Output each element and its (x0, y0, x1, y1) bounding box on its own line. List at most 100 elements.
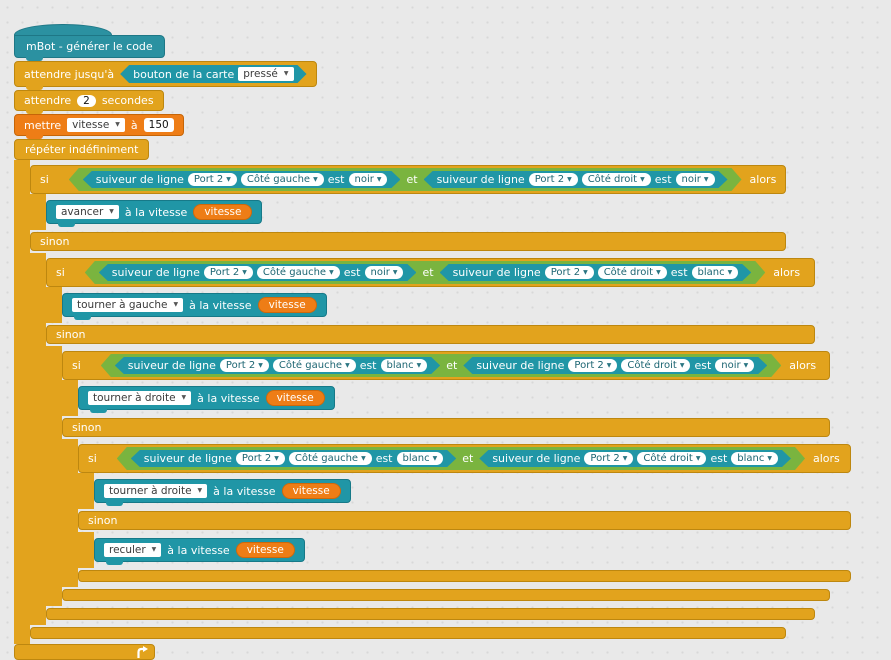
color-dropdown[interactable]: noir ▼ (676, 173, 715, 186)
dropdown-caret-icon: ▼ (283, 70, 289, 77)
color-dropdown[interactable]: noir ▼ (365, 266, 404, 279)
port-dropdown[interactable]: Port 2 ▼ (204, 266, 253, 279)
direction-value: tourner à droite (93, 392, 176, 404)
port-dropdown[interactable]: Port 2 ▼ (188, 173, 237, 186)
else-bar[interactable]: sinon (62, 418, 830, 437)
motion-block[interactable]: tourner à gauche ▼ à la vitesse vitesse (62, 293, 327, 320)
button-state-dropdown[interactable]: pressé ▼ (238, 67, 293, 81)
side-dropdown[interactable]: Côté gauche ▼ (257, 266, 340, 279)
direction-dropdown[interactable]: tourner à droite ▼ (104, 484, 208, 498)
color-value: noir (354, 174, 374, 185)
sensor-label: suiveur de ligne (95, 173, 184, 186)
color-dropdown[interactable]: noir ▼ (715, 359, 754, 372)
line-follower-right[interactable]: suiveur de ligne Port 2 ▼ Côté droit ▼ est… (463, 357, 767, 374)
if-block-4[interactable]: si suiveur de ligne Port 2 ▼ Côté gauche ▼… (78, 444, 851, 582)
if-block-1[interactable]: si suiveur de ligne Port 2 ▼ Côté gauche ▼… (30, 165, 851, 639)
speed-variable[interactable]: vitesse (281, 483, 341, 499)
port-value: Port 2 (209, 267, 240, 278)
side-dropdown[interactable]: Côté gauche ▼ (289, 452, 372, 465)
if-block-2[interactable]: si suiveur de ligne Port 2 ▼ Côté gauche ▼… (46, 258, 851, 620)
and-operator[interactable]: suiveur de ligne Port 2 ▼ Côté gauche ▼ es… (69, 168, 742, 191)
line-follower-left[interactable]: suiveur de ligne Port 2 ▼ Côté gauche ▼ es… (83, 171, 401, 188)
color-value: noir (370, 267, 390, 278)
port-dropdown[interactable]: Port 2 ▼ (220, 359, 269, 372)
side-dropdown[interactable]: Côté droit ▼ (598, 266, 667, 279)
dropdown-caret-icon: ▼ (376, 175, 382, 183)
direction-dropdown[interactable]: avancer ▼ (56, 205, 119, 219)
else-bar[interactable]: sinon (46, 325, 815, 344)
forever-block[interactable]: répéter indéfiniment si suiveur de ligne… (14, 139, 851, 660)
if-header-3[interactable]: si suiveur de ligne Port 2 ▼ Côté gauche ▼… (62, 351, 830, 380)
side-dropdown[interactable]: Côté gauche ▼ (241, 173, 324, 186)
side-dropdown[interactable]: Côté droit ▼ (637, 452, 706, 465)
motion-block[interactable]: reculer ▼ à la vitesse vitesse (94, 538, 305, 565)
motion-block[interactable]: tourner à droite ▼ à la vitesse vitesse (78, 386, 335, 413)
and-operator[interactable]: suiveur de ligne Port 2 ▼ Côté gauche ▼ es… (101, 354, 781, 377)
speed-variable[interactable]: vitesse (235, 542, 295, 558)
set-to-label: à (130, 118, 138, 132)
line-follower-right[interactable]: suiveur de ligne Port 2 ▼ Côté droit ▼ est… (479, 450, 791, 467)
set-variable-block[interactable]: mettre vitesse ▼ à 150 (14, 114, 184, 139)
if-header-1[interactable]: si suiveur de ligne Port 2 ▼ Côté gauche ▼… (30, 165, 787, 194)
speed-variable[interactable]: vitesse (257, 297, 317, 313)
color-dropdown[interactable]: blanc ▼ (692, 266, 739, 279)
if-header-2[interactable]: si suiveur de ligne Port 2 ▼ Côté gauche ▼… (46, 258, 815, 287)
port-dropdown[interactable]: Port 2 ▼ (529, 173, 578, 186)
line-follower-right[interactable]: suiveur de ligne Port 2 ▼ Côté droit ▼ est… (440, 264, 752, 281)
motion-block[interactable]: tourner à droite ▼ à la vitesse vitesse (94, 479, 351, 506)
hat-block[interactable]: mBot - générer le code (14, 35, 165, 61)
side-dropdown[interactable]: Côté gauche ▼ (273, 359, 356, 372)
color-dropdown[interactable]: blanc ▼ (731, 452, 778, 465)
speed-variable[interactable]: vitesse (193, 204, 253, 220)
direction-dropdown[interactable]: tourner à droite ▼ (88, 391, 192, 405)
port-dropdown[interactable]: Port 2 ▼ (584, 452, 633, 465)
side-dropdown[interactable]: Côté droit ▼ (621, 359, 690, 372)
wait-until-block[interactable]: attendre jusqu'à bouton de la carte pres… (14, 61, 317, 90)
speed-variable[interactable]: vitesse (265, 390, 325, 406)
line-follower-left[interactable]: suiveur de ligne Port 2 ▼ Côté gauche ▼ es… (99, 264, 417, 281)
line-follower-right[interactable]: suiveur de ligne Port 2 ▼ Côté droit ▼ est… (424, 171, 728, 188)
color-dropdown[interactable]: blanc ▼ (397, 452, 444, 465)
line-follower-left[interactable]: suiveur de ligne Port 2 ▼ Côté gauche ▼ es… (115, 357, 440, 374)
dropdown-caret-icon: ▼ (640, 175, 645, 183)
wait-seconds-block[interactable]: attendre 2 secondes (14, 90, 164, 114)
board-button-boolean[interactable]: bouton de la carte pressé ▼ (120, 65, 306, 83)
port-value: Port 2 (550, 267, 581, 278)
dropdown-caret-icon: ▼ (679, 361, 685, 369)
variable-dropdown[interactable]: vitesse ▼ (67, 118, 125, 132)
forever-bottom-bar[interactable] (14, 644, 155, 660)
direction-dropdown[interactable]: tourner à gauche ▼ (72, 298, 184, 312)
else-bar[interactable]: sinon (30, 232, 787, 251)
port-value: Port 2 (193, 174, 224, 185)
side-dropdown[interactable]: Côté droit ▼ (582, 173, 651, 186)
else-keyword: sinon (56, 328, 86, 341)
if-arm-true: avancer ▼ à la vitesse vitesse (30, 194, 263, 230)
direction-dropdown[interactable]: reculer ▼ (104, 543, 162, 557)
if-arm-false: si suiveur de ligne Port 2 ▼ Côté gauche ▼… (62, 439, 851, 587)
and-operator[interactable]: suiveur de ligne Port 2 ▼ Côté gauche ▼ es… (117, 447, 805, 470)
if-bottom-bar[interactable] (78, 570, 851, 582)
port-dropdown[interactable]: Port 2 ▼ (545, 266, 594, 279)
forever-header[interactable]: répéter indéfiniment (14, 139, 150, 160)
is-label: est (670, 266, 688, 279)
if-bottom-bar[interactable] (46, 608, 815, 620)
value-input[interactable]: 150 (143, 118, 174, 132)
if-bottom-bar[interactable] (62, 589, 830, 601)
and-operator[interactable]: suiveur de ligne Port 2 ▼ Côté gauche ▼ es… (85, 261, 765, 284)
port-dropdown[interactable]: Port 2 ▼ (568, 359, 617, 372)
if-bottom-bar[interactable] (30, 627, 787, 639)
direction-value: reculer (109, 544, 146, 556)
script-canvas[interactable]: mBot - générer le code attendre jusqu'à … (14, 0, 851, 660)
if-block-3[interactable]: si suiveur de ligne Port 2 ▼ Côté gauche ▼… (62, 351, 851, 601)
line-follower-left[interactable]: suiveur de ligne Port 2 ▼ Côté gauche ▼ es… (131, 450, 456, 467)
else-bar[interactable]: sinon (78, 511, 851, 530)
color-dropdown[interactable]: noir ▼ (349, 173, 388, 186)
port-dropdown[interactable]: Port 2 ▼ (236, 452, 285, 465)
motion-block[interactable]: avancer ▼ à la vitesse vitesse (46, 200, 263, 227)
seconds-input[interactable]: 2 (77, 94, 96, 107)
hat-title: mBot - générer le code (26, 40, 153, 53)
side-value: Côté droit (643, 453, 693, 464)
color-dropdown[interactable]: blanc ▼ (381, 359, 428, 372)
if-arm-true: tourner à gauche ▼ à la vitesse vitesse (46, 287, 327, 323)
if-header-4[interactable]: si suiveur de ligne Port 2 ▼ Côté gauche ▼… (78, 444, 851, 473)
